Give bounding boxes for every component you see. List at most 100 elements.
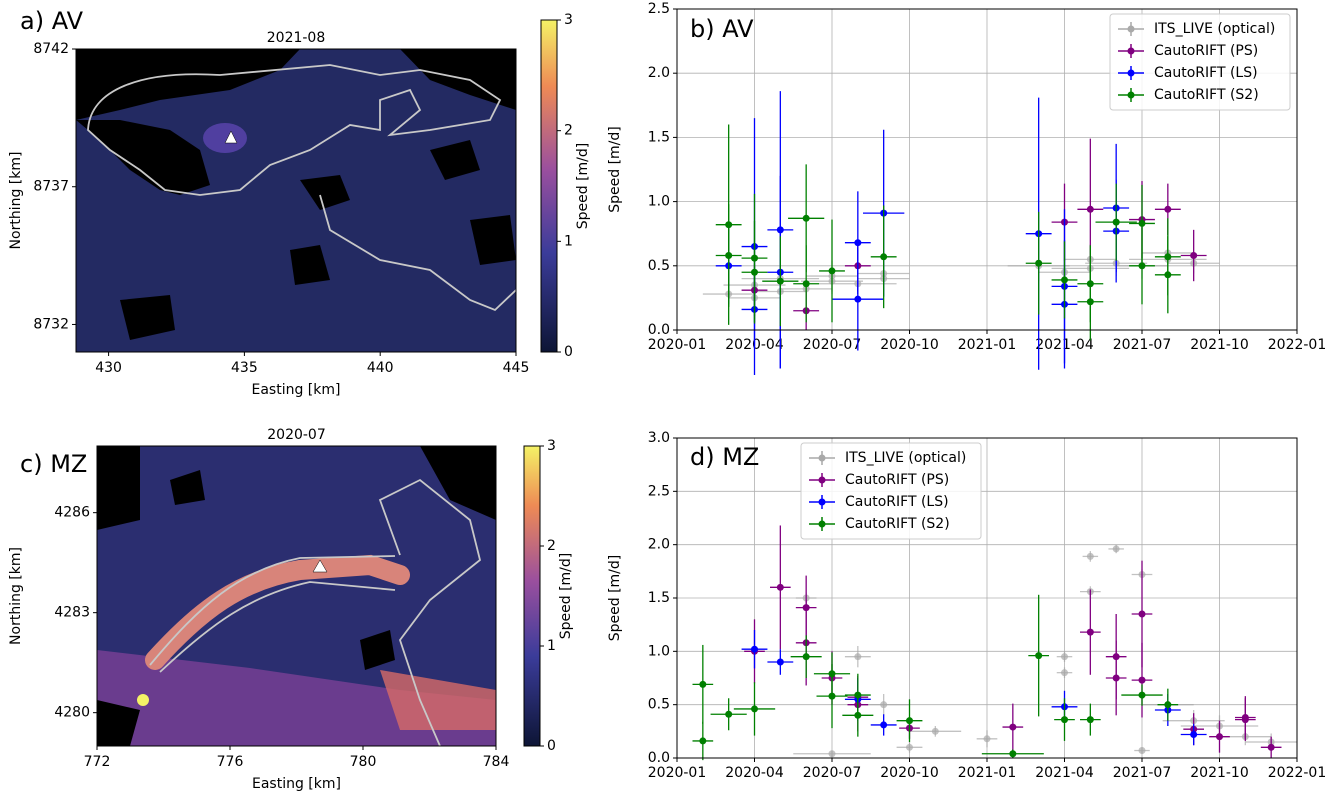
x-tick-label: 2021-07 [1113,337,1172,353]
data-point [854,691,862,699]
data-point [699,680,707,688]
x-tick-label: 2020-01 [648,765,707,781]
y-tick-label: 0.0 [648,750,670,766]
data-point [776,583,784,591]
data-point [828,267,836,275]
x-tick-label: 2022-01 [1268,337,1327,353]
x-tick-label: 2020-10 [880,337,939,353]
legend-swatch [1127,69,1135,77]
y-tick-label: 8737 [33,179,69,195]
x-tick-label: 2021-07 [1113,765,1172,781]
y-tick-label: 4286 [54,505,90,521]
map-title: 2021-08 [267,30,326,46]
data-point [1216,733,1223,741]
legend-swatch [818,454,826,462]
x-tick-label: 445 [503,360,530,376]
x-tick-label: 2020-07 [803,337,862,353]
data-point [983,735,991,743]
panel-label: c) MZ [20,450,87,478]
colorbar-tick-label: 0 [547,738,556,754]
y-tick-label: 2.5 [648,1,670,17]
data-point [1061,653,1068,661]
legend-swatch [1127,25,1135,33]
data-point [1138,691,1146,699]
x-tick-label: 2021-01 [958,765,1017,781]
x-tick-label: 2020-01 [648,337,707,353]
data-point [931,727,939,735]
colorbar-tick-label: 1 [547,638,556,654]
data-point [776,658,784,666]
map-title: 2020-07 [267,427,326,443]
axes-frame [75,48,517,353]
data-point [880,721,888,729]
y-tick-label: 0.5 [648,258,670,274]
data-point [854,653,862,661]
data-point [1086,298,1094,306]
y-tick-label: 2.0 [648,65,670,81]
y-tick-label: 8732 [33,316,69,332]
data-point [802,280,810,288]
data-point [1190,731,1198,739]
x-tick-label: 430 [95,360,122,376]
y-tick-label: 8742 [33,41,69,57]
data-point [1190,252,1198,260]
axes-frame [676,8,1298,331]
y-axis-label: Northing [km] [8,152,24,250]
data-point [751,645,758,653]
x-tick-label: 435 [231,360,258,376]
data-point [751,268,758,276]
data-point [1061,276,1068,284]
y-tick-label: 1.0 [648,194,670,210]
x-tick-label: 440 [367,360,394,376]
x-tick-label: 784 [483,754,510,770]
legend-box [1109,13,1291,111]
y-tick-label: 2.0 [648,537,670,553]
map-image [97,446,496,746]
data-point [906,717,913,725]
colorbar [523,445,541,747]
legend-label: CautoRIFT (PS) [1154,43,1258,59]
data-point [906,743,913,751]
data-point [1061,716,1068,724]
data-point [1138,262,1146,270]
data-point [828,670,836,678]
data-point [1009,723,1017,731]
x-tick-label: 776 [217,754,244,770]
data-point [1035,652,1043,660]
data-point [1009,750,1017,758]
data-point [1061,669,1068,677]
data-point [828,750,836,758]
data-point [802,653,810,661]
data-point [725,710,733,718]
data-point [854,295,862,303]
data-point [1164,253,1172,261]
legend-label: CautoRIFT (LS) [845,494,949,510]
data-point [725,252,733,260]
data-point [880,701,888,709]
legend-label: CautoRIFT (PS) [845,472,949,488]
x-tick-label: 2021-04 [1035,765,1094,781]
data-point [1164,701,1172,709]
x-axis-label: Easting [km] [252,776,341,792]
y-tick-label: 4280 [54,705,90,721]
x-axis-label: Easting [km] [252,382,341,398]
legend-label: CautoRIFT (S2) [1154,87,1259,103]
y-tick-label: 1.0 [648,643,670,659]
data-point [1138,747,1146,755]
y-axis-label: Northing [km] [8,547,24,645]
colorbar-tick-label: 1 [564,233,573,249]
x-tick-label: 2020-07 [803,765,862,781]
data-point [854,239,862,247]
data-point [1138,610,1146,618]
y-tick-label: 0.0 [648,322,670,338]
data-point [699,737,707,745]
colorbar-tick-label: 3 [564,12,573,28]
x-tick-label: 2021-01 [958,337,1017,353]
colorbar-tick-label: 2 [547,538,556,554]
y-tick-label: 0.5 [648,697,670,713]
data-point [1086,552,1094,560]
legend-label: ITS_LIVE (optical) [845,450,966,466]
legend-label: ITS_LIVE (optical) [1154,21,1275,37]
legend-label: CautoRIFT (LS) [1154,65,1258,81]
data-point [1035,259,1043,267]
